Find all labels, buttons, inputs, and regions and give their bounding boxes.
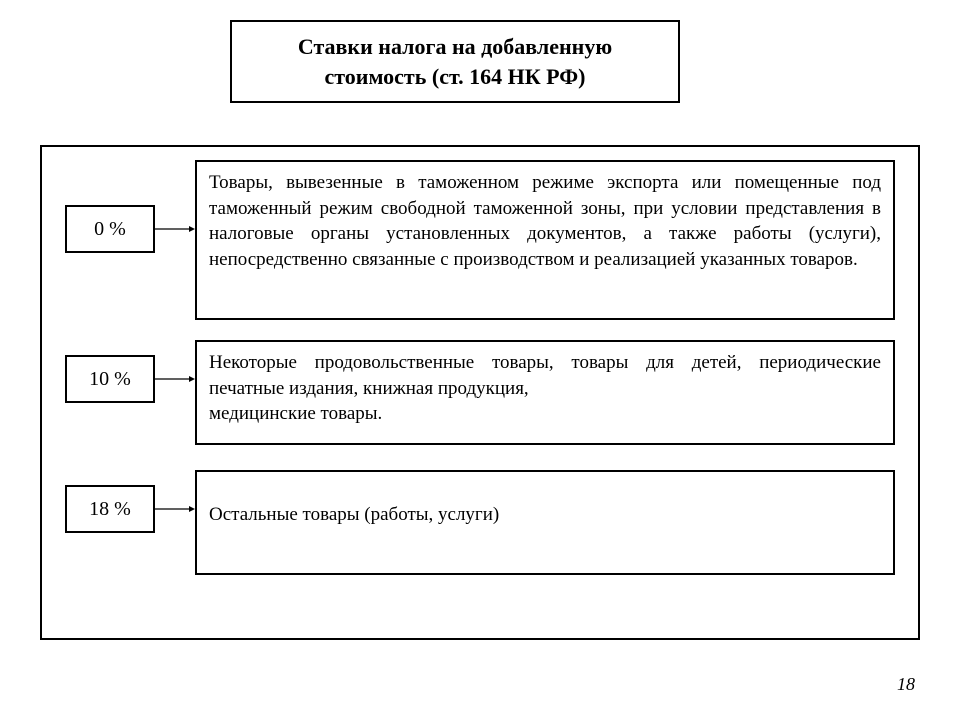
desc-text-1a: Некоторые продовольственные товары, това… xyxy=(209,350,881,401)
rate-box-0: 0 % xyxy=(65,205,155,253)
rate-label-1: 10 % xyxy=(89,368,131,391)
rate-label-0: 0 % xyxy=(94,218,126,241)
desc-text-0: Товары, вывезенные в таможенном режиме э… xyxy=(209,172,881,270)
rate-box-2: 18 % xyxy=(65,485,155,533)
page-number: 18 xyxy=(897,674,915,695)
rate-box-1: 10 % xyxy=(65,355,155,403)
rate-label-2: 18 % xyxy=(89,498,131,521)
desc-box-0: Товары, вывезенные в таможенном режиме э… xyxy=(195,160,895,320)
diagram-title: Ставки налога на добавленную стоимость (… xyxy=(230,20,680,103)
desc-box-2: Остальные товары (работы, услуги) xyxy=(195,470,895,575)
arrow-0 xyxy=(155,224,195,234)
title-line-2: стоимость (ст. 164 НК РФ) xyxy=(325,64,586,89)
desc-text-2: Остальные товары (работы, услуги) xyxy=(209,504,499,525)
arrow-2 xyxy=(155,504,195,514)
desc-box-1: Некоторые продовольственные товары, това… xyxy=(195,340,895,445)
title-line-1: Ставки налога на добавленную xyxy=(298,34,612,59)
desc-text-1b: медицинские товары. xyxy=(209,403,382,424)
arrow-1 xyxy=(155,374,195,384)
